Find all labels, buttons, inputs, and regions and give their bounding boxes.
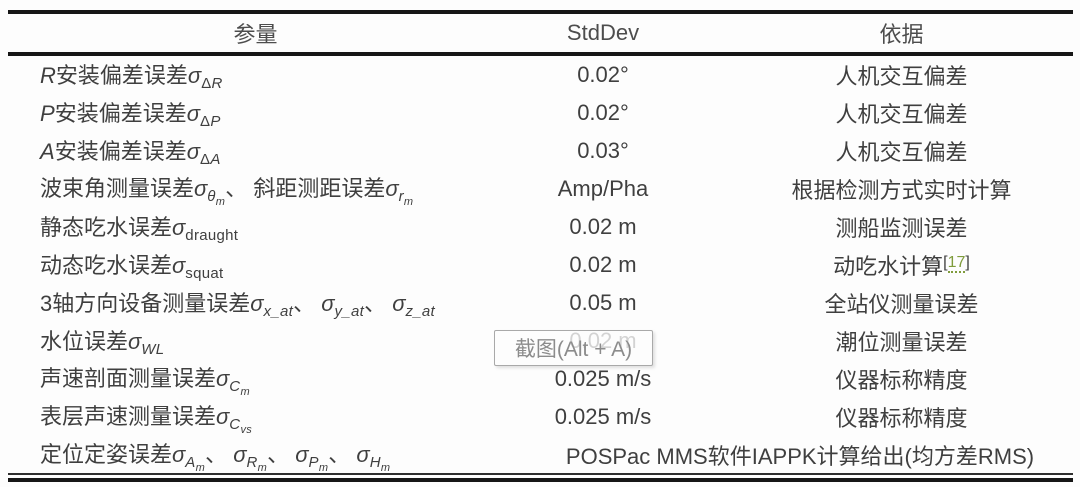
basis-cell: 全站仪测量误差 xyxy=(824,292,979,317)
screenshot-hotkey-tooltip: 截图(Alt + A) xyxy=(494,330,653,366)
basis-cell: 潮位测量误差 xyxy=(835,330,968,355)
stddev-cell: 0.02 m xyxy=(569,252,637,277)
stddev-cell: 0.02° xyxy=(577,100,629,125)
param-cell: 声速剖面测量误差σCm xyxy=(40,365,250,398)
table-top-border xyxy=(8,10,1073,14)
param-cell: 表层声速测量误差σCvs xyxy=(40,403,253,436)
basis-cell: 仪器标称精度 xyxy=(835,406,968,431)
basis-cell: 测船监测误差 xyxy=(835,216,968,241)
basis-cell: 根据检测方式实时计算 xyxy=(791,178,1012,203)
basis-cell: 人机交互偏差 xyxy=(835,140,968,165)
stddev-cell: 0.03° xyxy=(577,138,629,163)
table-body: R安装偏差误差σΔR 0.02° 人机交互偏差 P安装偏差误差σΔP 0.02°… xyxy=(8,56,1072,474)
param-cell: 定位定姿误差σAm、 σRm、 σPm、 σHm xyxy=(40,441,391,474)
param-cell: 静态吃水误差σdraught xyxy=(40,215,239,244)
table-row: R安装偏差误差σΔR 0.02° 人机交互偏差 xyxy=(8,56,1072,94)
table-row: 动态吃水误差σsquat 0.02 m 动吃水计算[17] xyxy=(8,246,1072,284)
table-row: 波束角测量误差σθm、 斜距测距误差σrm Amp/Pha 根据检测方式实时计算 xyxy=(8,170,1072,208)
param-cell: 动态吃水误差σsquat xyxy=(40,253,224,282)
screenshot-hotkey-tooltip-label: 截图(Alt + A) xyxy=(514,338,633,361)
header-basis: 依据 xyxy=(879,22,924,47)
stddev-cell: 0.025 m/s xyxy=(554,366,652,391)
table-row: 定位定姿误差σAm、 σRm、 σPm、 σHm POSPac MMS软件IAP… xyxy=(8,436,1072,474)
param-cell: 波束角测量误差σθm、 斜距测距误差σrm xyxy=(40,175,414,208)
basis-cell: 动吃水计算[17] xyxy=(833,254,970,279)
table-row: P安装偏差误差σΔP 0.02° 人机交互偏差 xyxy=(8,94,1072,132)
table-row: 表层声速测量误差σCvs 0.025 m/s 仪器标称精度 xyxy=(8,398,1072,436)
header-stddev: StdDev xyxy=(566,20,640,45)
citation-link-17[interactable]: 17 xyxy=(947,254,966,273)
param-cell: R安装偏差误差σΔR xyxy=(40,63,223,92)
basis-cell: 人机交互偏差 xyxy=(835,102,968,127)
stddev-cell: 0.05 m xyxy=(569,290,637,315)
param-cell: 水位误差σWL xyxy=(40,329,165,358)
table-bottom-thin-border xyxy=(8,473,1073,475)
spanned-value-cell: POSPac MMS软件IAPPK计算给出(均方差RMS) xyxy=(565,444,1035,469)
table-row: 声速剖面测量误差σCm 0.025 m/s 仪器标称精度 xyxy=(8,360,1072,398)
table-row: 静态吃水误差σdraught 0.02 m 测船监测误差 xyxy=(8,208,1072,246)
table-row: A安装偏差误差σΔA 0.03° 人机交互偏差 xyxy=(8,132,1072,170)
stddev-cell: 0.02 m xyxy=(569,214,637,239)
table-bottom-border xyxy=(8,478,1073,482)
table-row: 3轴方向设备测量误差σx_at、 σy_at、 σz_at 0.05 m 全站仪… xyxy=(8,284,1072,322)
basis-cell: 人机交互偏差 xyxy=(835,64,968,89)
param-cell: A安装偏差误差σΔA xyxy=(40,139,221,168)
stddev-cell: 0.025 m/s xyxy=(554,404,652,429)
stddev-cell: Amp/Pha xyxy=(557,176,649,201)
param-cell: P安装偏差误差σΔP xyxy=(40,101,221,130)
table-header-row: 参量 StdDev 依据 xyxy=(8,14,1072,52)
header-param: 参量 xyxy=(233,22,278,47)
basis-cell: 仪器标称精度 xyxy=(835,368,968,393)
param-cell: 3轴方向设备测量误差σx_at、 σy_at、 σz_at xyxy=(40,291,436,320)
table-header-separator xyxy=(8,52,1073,56)
stddev-cell: 0.02° xyxy=(577,62,629,87)
